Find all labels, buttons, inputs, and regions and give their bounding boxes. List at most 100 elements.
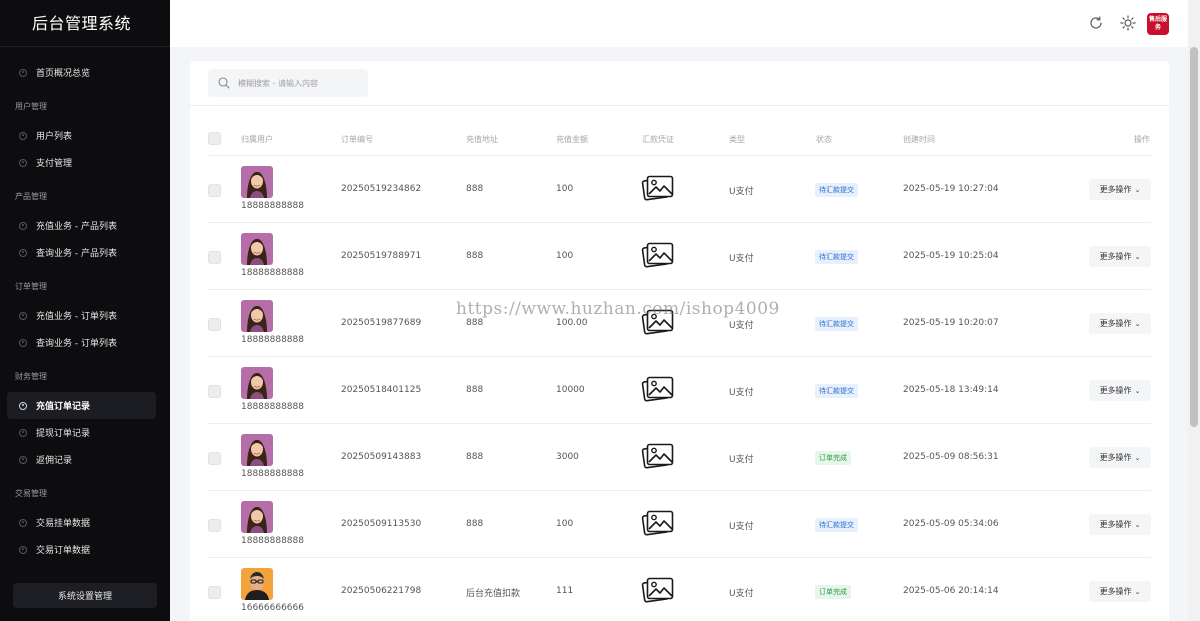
sidebar-item-label: 用户列表 (36, 132, 73, 142)
sidebar-item-label: 充值业务 - 订单列表 (36, 312, 117, 322)
voucher-image-icon[interactable] (641, 574, 675, 608)
top-header: 售后服务 (170, 0, 1188, 47)
more-actions-label: 更多操作 (1099, 386, 1132, 395)
sidebar-item-label: 支付管理 (36, 159, 73, 169)
sidebar-item-label: 充值业务 - 产品列表 (36, 222, 117, 232)
sidebar-item[interactable]: 交易订单数据 (7, 536, 156, 563)
voucher-image-icon[interactable] (641, 440, 675, 474)
sidebar-item[interactable]: 返佣记录 (7, 446, 156, 473)
refresh-icon[interactable] (1088, 15, 1104, 31)
user-avatar-logo[interactable]: 售后服务 (1147, 13, 1169, 35)
sidebar-item-label: 交易挂单数据 (36, 519, 91, 529)
more-actions-button[interactable]: 更多操作 ⌄ (1089, 380, 1151, 401)
recharge-amount: 100 (556, 519, 574, 529)
user-phone: 16666666666 (241, 603, 304, 613)
row-checkbox[interactable] (208, 452, 221, 465)
sidebar-item[interactable]: 提现订单记录 (7, 419, 156, 446)
recharge-amount: 100 (556, 251, 574, 261)
sidebar-item[interactable]: 用户列表 (7, 122, 156, 149)
nav-dot-icon (19, 131, 27, 140)
sidebar-item-label: 提现订单记录 (36, 429, 91, 439)
divider (190, 105, 1169, 106)
theme-sun-icon[interactable] (1120, 15, 1136, 31)
app-title: 后台管理系统 (0, 0, 170, 47)
table-row: 18888888888 20250519788971 888 100 U支付 待汇款提交 2… (208, 223, 1151, 290)
sidebar-item[interactable]: 充值业务 - 订单列表 (7, 302, 156, 329)
sidebar-item[interactable]: 首页概况总览 (7, 59, 156, 86)
more-actions-label: 更多操作 (1099, 185, 1132, 194)
more-actions-button[interactable]: 更多操作 ⌄ (1089, 447, 1151, 468)
table-row: 18888888888 20250509143883 888 3000 U支付 订单完成 2… (208, 424, 1151, 491)
row-checkbox[interactable] (208, 251, 221, 264)
user-avatar (241, 568, 273, 600)
nav-dot-icon (19, 545, 27, 554)
sidebar-item-label: 首页概况总览 (36, 69, 91, 79)
recharge-amount: 10000 (556, 385, 585, 395)
row-checkbox[interactable] (208, 519, 221, 532)
sidebar-item-label: 查询业务 - 订单列表 (36, 339, 117, 349)
sidebar-item-label: 交易订单数据 (36, 546, 91, 556)
recharge-address: 888 (466, 251, 484, 261)
created-time: 2025-05-19 10:25:04 (903, 251, 999, 261)
more-actions-button[interactable]: 更多操作 ⌄ (1089, 179, 1151, 200)
sidebar-group-title: 产品管理 (15, 192, 47, 201)
chevron-down-icon: ⌄ (1134, 319, 1141, 328)
sidebar-item[interactable]: 查询业务 - 产品列表 (7, 239, 156, 266)
voucher-image-icon[interactable] (641, 172, 675, 206)
more-actions-button[interactable]: 更多操作 ⌄ (1089, 514, 1151, 535)
user-avatar (241, 367, 273, 399)
table-row: 18888888888 20250519234862 888 100 U支付 待汇款提交 2… (208, 156, 1151, 223)
sidebar-item[interactable]: 交易挂单数据 (7, 509, 156, 536)
column-header-amount: 充值金额 (556, 135, 588, 144)
recharge-address: 888 (466, 318, 484, 328)
search-box (208, 69, 368, 97)
page-scrollbar[interactable] (1188, 0, 1200, 621)
recharge-address: 888 (466, 385, 484, 395)
row-checkbox[interactable] (208, 184, 221, 197)
payment-type: U支付 (729, 254, 754, 264)
voucher-image-icon[interactable] (641, 507, 675, 541)
order-number: 20250519788971 (341, 251, 422, 261)
user-phone: 18888888888 (241, 469, 304, 479)
recharge-address: 888 (466, 519, 484, 529)
status-badge: 待汇款提交 (815, 317, 858, 331)
voucher-image-icon[interactable] (641, 306, 675, 340)
sidebar-item[interactable]: 充值订单记录 (7, 392, 156, 419)
more-actions-button[interactable]: 更多操作 ⌄ (1089, 581, 1151, 602)
user-avatar (241, 166, 273, 198)
column-header-status: 状态 (816, 135, 832, 144)
more-actions-label: 更多操作 (1099, 252, 1132, 261)
scrollbar-thumb[interactable] (1190, 47, 1198, 427)
system-settings-button[interactable]: 系统设置管理 (13, 583, 157, 608)
voucher-image-icon[interactable] (641, 239, 675, 273)
sidebar: 后台管理系统 首页概况总览 用户管理 用户列表 支付管理 产品管理 充值业务 - 产品列表… (0, 0, 170, 621)
select-all-checkbox[interactable] (208, 132, 221, 145)
recharge-amount: 100 (556, 184, 574, 194)
search-input[interactable] (238, 78, 358, 88)
sidebar-group-title: 财务管理 (15, 372, 47, 381)
payment-type: U支付 (729, 455, 754, 465)
more-actions-button[interactable]: 更多操作 ⌄ (1089, 313, 1151, 334)
column-header-user: 归属用户 (241, 135, 273, 144)
row-checkbox[interactable] (208, 385, 221, 398)
sidebar-item[interactable]: 充值业务 - 产品列表 (7, 212, 156, 239)
voucher-image-icon[interactable] (641, 373, 675, 407)
sidebar-item[interactable]: 查询业务 - 订单列表 (7, 329, 156, 356)
created-time: 2025-05-09 08:56:31 (903, 452, 999, 462)
user-phone: 18888888888 (241, 536, 304, 546)
column-header-type: 类型 (729, 135, 745, 144)
sidebar-item[interactable]: 支付管理 (7, 149, 156, 176)
column-header-voucher: 汇款凭证 (642, 135, 674, 144)
nav-dot-icon (19, 455, 27, 464)
created-time: 2025-05-09 05:34:06 (903, 519, 999, 529)
order-number: 20250509113530 (341, 519, 422, 529)
row-checkbox[interactable] (208, 586, 221, 599)
created-time: 2025-05-19 10:27:04 (903, 184, 999, 194)
more-actions-button[interactable]: 更多操作 ⌄ (1089, 246, 1151, 267)
sidebar-group-title: 交易管理 (15, 489, 47, 498)
more-actions-label: 更多操作 (1099, 453, 1132, 462)
created-time: 2025-05-19 10:20:07 (903, 318, 999, 328)
sidebar-group-title: 订单管理 (15, 282, 47, 291)
nav-dot-icon (19, 518, 27, 527)
row-checkbox[interactable] (208, 318, 221, 331)
